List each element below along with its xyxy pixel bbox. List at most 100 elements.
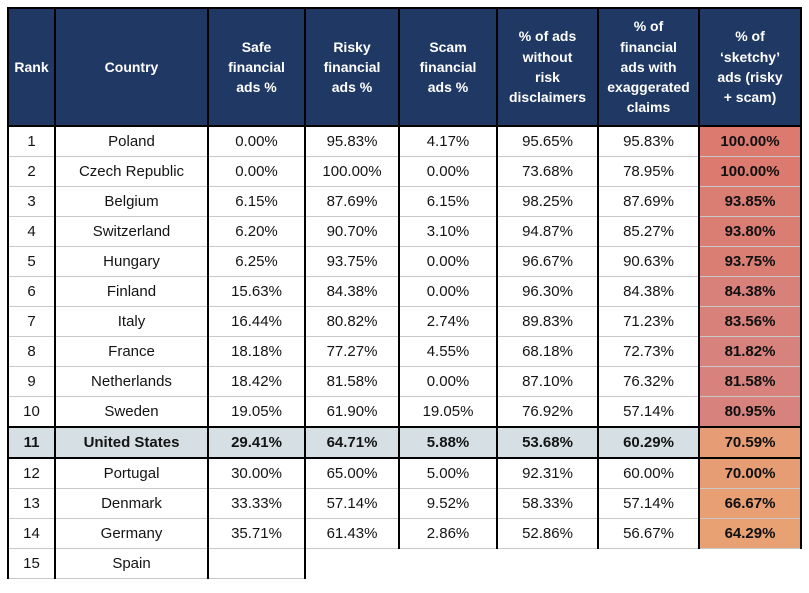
cell-country: Sweden	[54, 396, 209, 428]
cell-scam: 2.74%	[398, 306, 498, 337]
cell-country: Hungary	[54, 246, 209, 277]
table-row: 14 Germany 35.71% 61.43% 2.86% 52.86% 56.67% 64…	[7, 518, 802, 549]
cell-safe: 6.15%	[207, 186, 306, 217]
cell-risky: 84.38%	[304, 276, 400, 307]
cell-scam: 5.88%	[398, 426, 498, 459]
cell-rank: 9	[7, 366, 56, 397]
cell-country: Netherlands	[54, 366, 209, 397]
cell-sketchy: 70.59%	[698, 426, 802, 459]
cell-no_disclaimers: 58.33%	[496, 488, 599, 519]
cell-safe: 33.33%	[207, 488, 306, 519]
cell-sketchy: 100.00%	[698, 156, 802, 187]
cell-exaggerated: 84.38%	[597, 276, 700, 307]
cell-sketchy: 83.56%	[698, 306, 802, 337]
cell-scam: 4.17%	[398, 125, 498, 157]
cell-exaggerated: 72.73%	[597, 336, 700, 367]
cell-risky: 81.58%	[304, 366, 400, 397]
cell-safe: 35.71%	[207, 518, 306, 549]
cell-country: United States	[54, 426, 209, 459]
cell-rank: 3	[7, 186, 56, 217]
cell-rank: 5	[7, 246, 56, 277]
cell-exaggerated: 60.00%	[597, 457, 700, 489]
cell-scam: 0.00%	[398, 276, 498, 307]
cell-risky: 95.83%	[304, 125, 400, 157]
cell-scam: 3.10%	[398, 216, 498, 247]
cell-risky: 90.70%	[304, 216, 400, 247]
column-header-sketchy: % of ‘sketchy’ ads (risky + scam)	[698, 7, 802, 127]
cell-country: Czech Republic	[54, 156, 209, 187]
cell-rank: 1	[7, 125, 56, 157]
header-row: Rank Country Safe financial ads % Risky fin…	[7, 7, 802, 127]
cell-sketchy: 93.85%	[698, 186, 802, 217]
cell-rank: 11	[7, 426, 56, 459]
cell-scam: 0.00%	[398, 246, 498, 277]
cell-scam: 9.52%	[398, 488, 498, 519]
table-row: 9 Netherlands 18.42% 81.58% 0.00% 87.10% 76.32…	[7, 366, 802, 397]
cell-safe: 6.25%	[207, 246, 306, 277]
cell-country: Switzerland	[54, 216, 209, 247]
table-row: 1 Poland 0.00% 95.83% 4.17% 95.65% 95.83% 100.0…	[7, 125, 802, 157]
cell-sketchy: 100.00%	[698, 125, 802, 157]
cell-exaggerated: 71.23%	[597, 306, 700, 337]
cell-risky: 64.71%	[304, 426, 400, 459]
cell-exaggerated: 57.14%	[597, 396, 700, 428]
cell-country: Italy	[54, 306, 209, 337]
cell-sketchy: 93.80%	[698, 216, 802, 247]
cell-exaggerated: 78.95%	[597, 156, 700, 187]
cell-sketchy: 70.00%	[698, 457, 802, 489]
table-row: 5 Hungary 6.25% 93.75% 0.00% 96.67% 90.63% 93.7…	[7, 246, 802, 277]
cell-no_disclaimers: 92.31%	[496, 457, 599, 489]
cell-no_disclaimers: 96.67%	[496, 246, 599, 277]
cell-no_disclaimers: 94.87%	[496, 216, 599, 247]
cell-risky	[305, 548, 399, 579]
cell-no_disclaimers: 53.68%	[496, 426, 599, 459]
table-row: 12 Portugal 30.00% 65.00% 5.00% 92.31% 60.00% 7…	[7, 457, 802, 489]
cell-rank: 10	[7, 396, 56, 428]
cell-sketchy: 81.58%	[698, 366, 802, 397]
cell-sketchy: 81.82%	[698, 336, 802, 367]
cell-country: Belgium	[54, 186, 209, 217]
cell-scam: 0.00%	[398, 156, 498, 187]
cell-sketchy	[699, 548, 801, 579]
table-row: 10 Sweden 19.05% 61.90% 19.05% 76.92% 57.14% 80…	[7, 396, 802, 428]
cell-exaggerated: 90.63%	[597, 246, 700, 277]
cell-country: Denmark	[54, 488, 209, 519]
cell-scam: 4.55%	[398, 336, 498, 367]
cell-no_disclaimers	[497, 548, 598, 579]
cell-sketchy: 66.67%	[698, 488, 802, 519]
country-financial-ads-ranking: Rank Country Safe financial ads % Risky fin…	[7, 7, 802, 579]
column-header-exaggerated: % of financial ads with exaggerated clai…	[597, 7, 700, 127]
cell-country: Portugal	[54, 457, 209, 489]
table-row: 8 France 18.18% 77.27% 4.55% 68.18% 72.73% 81.8…	[7, 336, 802, 367]
cell-scam: 6.15%	[398, 186, 498, 217]
cell-safe: 19.05%	[207, 396, 306, 428]
cell-no_disclaimers: 98.25%	[496, 186, 599, 217]
cell-no_disclaimers: 52.86%	[496, 518, 599, 549]
cell-risky: 87.69%	[304, 186, 400, 217]
cell-no_disclaimers: 95.65%	[496, 125, 599, 157]
cell-sketchy: 80.95%	[698, 396, 802, 428]
column-header-country: Country	[54, 7, 209, 127]
cell-rank: 7	[7, 306, 56, 337]
cell-no_disclaimers: 89.83%	[496, 306, 599, 337]
cell-risky: 61.43%	[304, 518, 400, 549]
cell-country: Spain	[54, 548, 209, 579]
cell-country: France	[54, 336, 209, 367]
cell-rank: 13	[7, 488, 56, 519]
cell-exaggerated: 95.83%	[597, 125, 700, 157]
cell-no_disclaimers: 73.68%	[496, 156, 599, 187]
cell-scam: 19.05%	[398, 396, 498, 428]
cell-exaggerated: 57.14%	[597, 488, 700, 519]
cell-no_disclaimers: 87.10%	[496, 366, 599, 397]
cell-exaggerated	[598, 548, 699, 579]
cell-risky: 93.75%	[304, 246, 400, 277]
cell-scam: 2.86%	[398, 518, 498, 549]
cell-safe: 0.00%	[207, 125, 306, 157]
table-row: 15 Spain	[7, 548, 801, 579]
cell-sketchy: 64.29%	[698, 518, 802, 549]
table-row: 3 Belgium 6.15% 87.69% 6.15% 98.25% 87.69% 93.8…	[7, 186, 802, 217]
cell-no_disclaimers: 76.92%	[496, 396, 599, 428]
cell-scam: 5.00%	[398, 457, 498, 489]
cell-rank: 2	[7, 156, 56, 187]
cell-risky: 65.00%	[304, 457, 400, 489]
